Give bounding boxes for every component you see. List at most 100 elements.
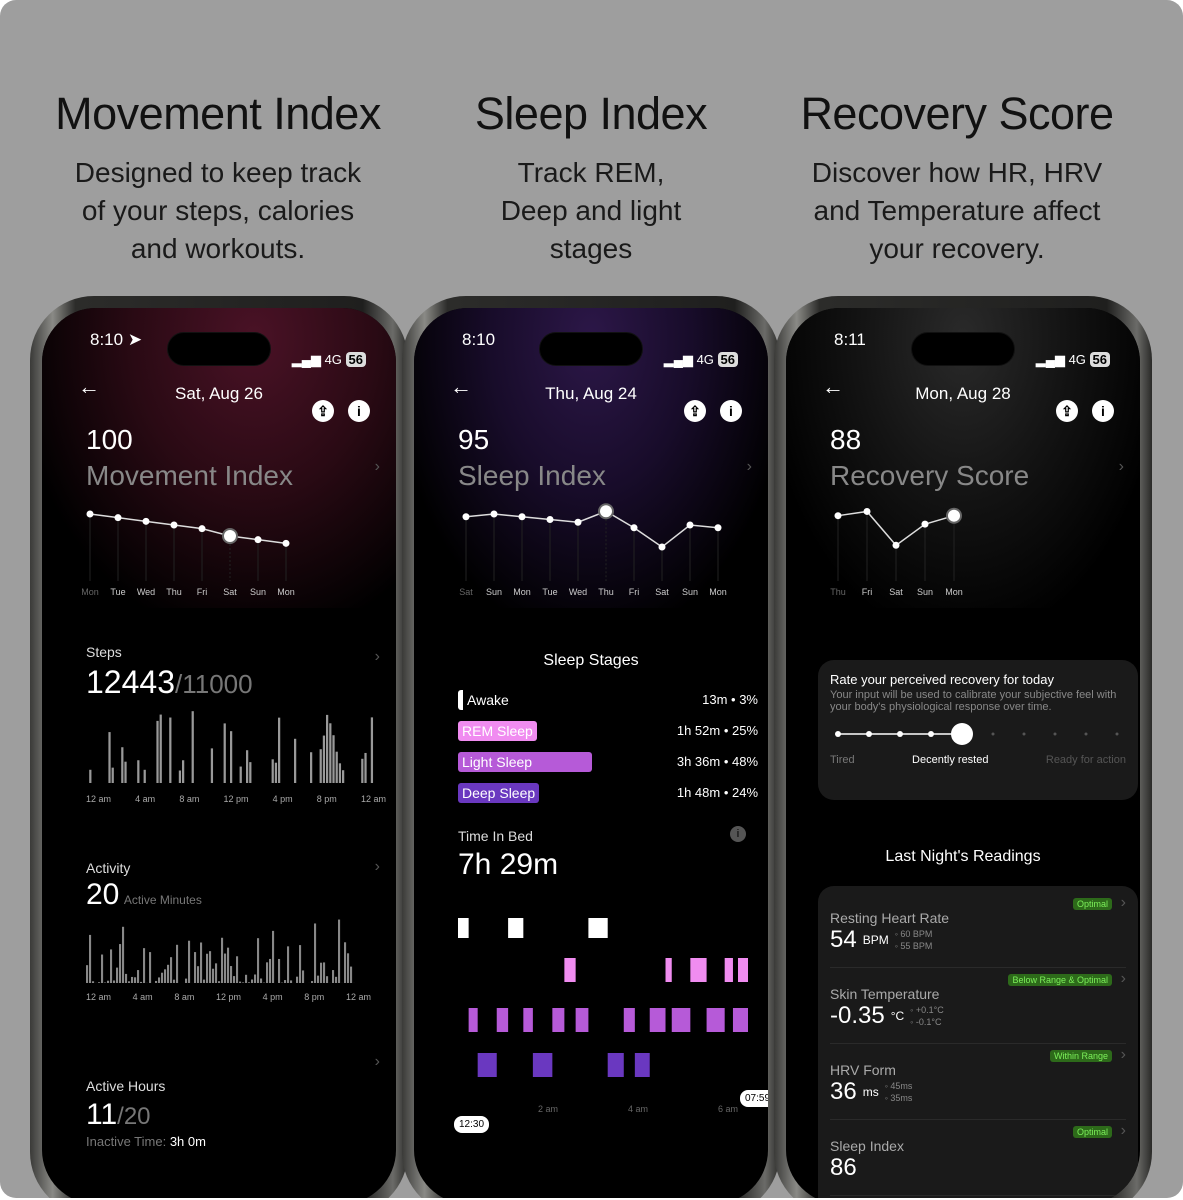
reading-row[interactable]: Skin Temperature -0.35 °C ◦ +0.1°C ◦ -0.1°C B… (830, 968, 1126, 1044)
bar (278, 717, 281, 783)
sleep-end-time: 07:59 (740, 1090, 768, 1107)
sleep-trend-chart[interactable]: Sat Sun Mon Tue Wed Thu Fri Sat Sun Mon (458, 493, 738, 603)
panel-title: Movement Index (55, 88, 381, 139)
info-icon[interactable]: i (730, 826, 746, 842)
panel-sleep-header: Sleep Index Track REM, Deep and light sta… (396, 88, 786, 268)
bar (236, 956, 239, 983)
share-icon[interactable]: ⇪ (684, 400, 706, 422)
reading-value-row: 54 BPM ◦ 60 BPM ◦ 55 BPM (830, 926, 1126, 954)
reading-value: 86 (830, 1154, 857, 1181)
sleep-stages-list: Awake 13m • 3% REM Sleep 1h 52m • 25% Light … (458, 684, 758, 808)
day-label: Wed (569, 587, 587, 597)
slider-tick (1115, 732, 1119, 736)
bar (227, 947, 230, 983)
activity-label: Activity (86, 860, 131, 876)
chevron-right-icon[interactable]: › (1118, 458, 1124, 475)
reading-row[interactable]: Resting Heart Rate 54 BPM ◦ 60 BPM ◦ 55 BPM O… (830, 892, 1126, 968)
back-arrow-icon[interactable]: ← (78, 374, 100, 399)
recovery-rating-slider[interactable] (830, 719, 1126, 749)
bar (326, 714, 329, 783)
chevron-right-icon[interactable]: › (1120, 1122, 1126, 1139)
bar (322, 735, 326, 783)
chevron-right-icon[interactable]: › (746, 458, 752, 475)
day-label: Fri (862, 587, 873, 597)
chevron-right-icon[interactable]: › (374, 458, 380, 475)
trend-line (465, 510, 719, 548)
slider-tick (1084, 732, 1088, 736)
sleep-segment (706, 1008, 725, 1032)
rate-title: Rate your perceived recovery for today (830, 672, 1054, 687)
bar (269, 958, 272, 983)
day-label: Mon (277, 587, 295, 597)
reading-row[interactable]: Sleep Index 86 Optimal › (830, 1120, 1126, 1196)
sleep-stage-row[interactable]: Awake 13m • 3% (458, 684, 758, 715)
bar (194, 952, 197, 983)
movement-trend-chart[interactable]: Mon Tue Wed Thu Fri Sat Sun Mon (82, 493, 312, 603)
reading-row[interactable]: HRV Form 36 ms ◦ 45ms ◦ 35ms Within Range › (830, 1044, 1126, 1120)
share-icon[interactable]: ⇪ (312, 400, 334, 422)
rate-recovery-card: Rate your perceived recovery for today Y… (818, 660, 1138, 800)
stage-name: Deep Sleep (458, 782, 540, 803)
bar (98, 982, 101, 983)
chevron-right-icon[interactable]: › (1120, 970, 1126, 987)
info-icon[interactable]: i (720, 400, 742, 422)
bar (124, 761, 127, 783)
bar (137, 970, 140, 983)
bar (122, 926, 125, 983)
recovery-trend-chart[interactable]: Thu Fri Sat Sun Mon (830, 493, 1000, 603)
back-arrow-icon[interactable]: ← (822, 374, 844, 399)
steps-chart (89, 711, 374, 783)
day-label: Mon (82, 587, 99, 597)
chevron-right-icon[interactable]: › (1120, 1046, 1126, 1063)
axis-label: 6 am (717, 1104, 738, 1114)
back-arrow-icon[interactable]: ← (450, 374, 472, 399)
sleep-stage-row[interactable]: REM Sleep 1h 52m • 25% (458, 715, 758, 746)
status-bar: ▂▄▆ 4G 56 (1036, 352, 1110, 368)
sleep-stage-row[interactable]: Light Sleep 3h 36m • 48% (458, 746, 758, 777)
bar (137, 760, 140, 783)
bar (311, 981, 314, 983)
reading-range: ◦ 60 BPM ◦ 55 BPM (894, 929, 933, 951)
sleep-screen: 8:10 ▂▄▆ 4G 56 ← Thu, Aug 24 ⇪ i 95 Slee… (414, 308, 768, 1198)
share-icon[interactable]: ⇪ (1056, 400, 1078, 422)
bar (119, 944, 122, 983)
bar (89, 769, 92, 783)
sleep-segment (532, 1053, 553, 1077)
bar (287, 946, 290, 983)
sleep-score: 95 (458, 424, 490, 455)
info-icon[interactable]: i (1092, 400, 1114, 422)
bar (299, 945, 302, 983)
bar (335, 976, 338, 983)
bar (342, 770, 345, 783)
reading-name: Skin Temperature (830, 986, 940, 1002)
info-icon[interactable]: i (348, 400, 370, 422)
panel-desc: Designed to keep track of your steps, ca… (74, 157, 362, 264)
stage-name: Light Sleep (458, 751, 593, 772)
bar (161, 972, 164, 983)
chevron-right-icon[interactable]: › (374, 648, 380, 665)
axis-label: 12 am (86, 794, 112, 804)
data-point (892, 541, 900, 549)
reading-unit: °C (890, 1009, 905, 1023)
chevron-right-icon[interactable]: › (1120, 894, 1126, 911)
slider-tick (1022, 732, 1026, 736)
status-time: 8:10 ➤ (90, 330, 143, 349)
bar (155, 980, 158, 983)
status-badge: Optimal (1072, 898, 1112, 910)
bar (101, 954, 104, 983)
stage-value: 13m • 3% (702, 692, 758, 707)
bar (251, 979, 254, 983)
bar (248, 982, 251, 983)
axis-label: 4 am (132, 992, 153, 1002)
reading-range: ◦ 45ms ◦ 35ms (884, 1081, 913, 1103)
bar (191, 711, 194, 783)
bar (212, 968, 215, 983)
sleep-stage-row[interactable]: Deep Sleep 1h 48m • 24% (458, 777, 758, 808)
status-badge: Optimal (1072, 1126, 1112, 1138)
bar (164, 969, 167, 983)
reading-name: Sleep Index (830, 1138, 904, 1154)
chevron-right-icon[interactable]: › (374, 858, 380, 875)
rate-labels: Tired Decently rested Ready for action (830, 754, 1126, 766)
bar (158, 977, 161, 983)
chevron-right-icon[interactable]: › (374, 1053, 380, 1070)
